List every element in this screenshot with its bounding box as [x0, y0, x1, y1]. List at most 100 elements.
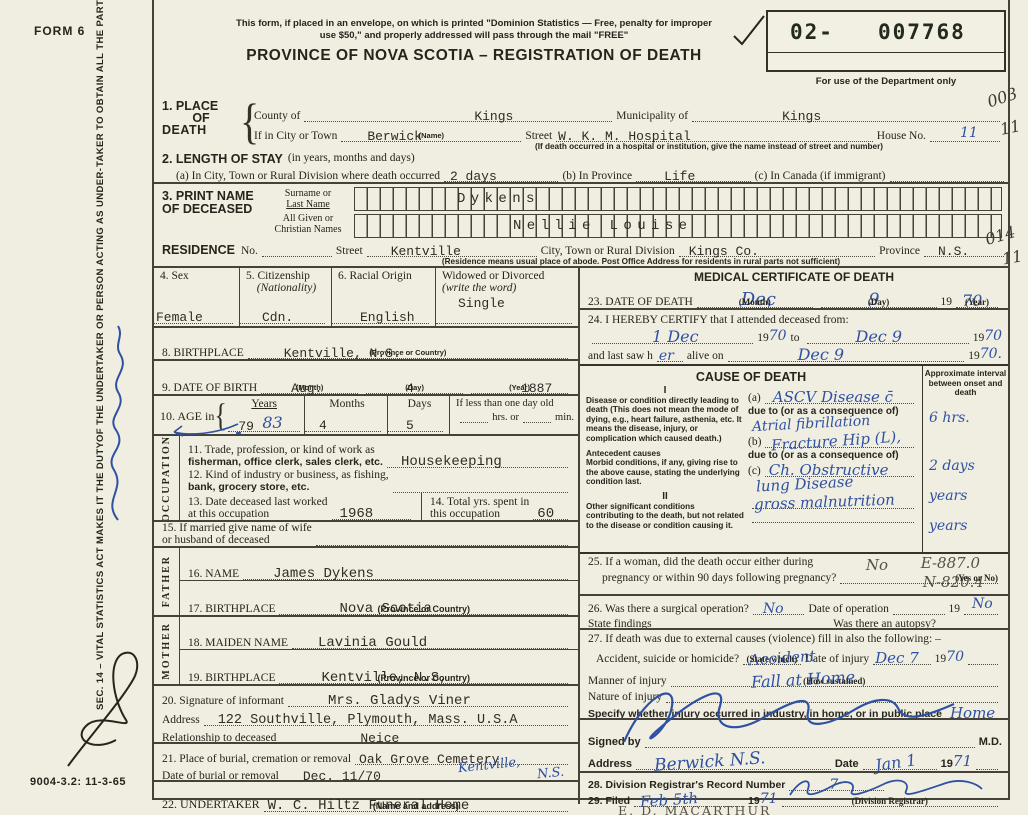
spouse-label1: 15. If married give name of wife — [162, 522, 312, 534]
dod-19: 19 — [940, 296, 953, 308]
birthplace-field: Kentville, N.S. (Province or Country) — [247, 345, 568, 361]
row-date-of-death: 23. DATE OF DEATH Dec (Month) 9 (Day) 19… — [580, 284, 1008, 310]
mother-block: MOTHER 18. MAIDEN NAME Lavinia Gould 19.… — [154, 615, 578, 686]
serial-number-box: 02- 007768 — [766, 10, 1006, 72]
dob-year-field: 1887 (Year) — [471, 380, 569, 396]
surname-grid: Dykens — [354, 187, 1002, 211]
dod-month: Dec — [740, 289, 776, 310]
row-date-of-birth: 9. DATE OF BIRTH Aug. (Month) 4 (Day) 18… — [154, 359, 578, 396]
form-title: PROVINCE OF NOVA SCOTIA – REGISTRATION O… — [246, 47, 702, 64]
physician-address-label: Address — [588, 758, 633, 770]
record-number-label: 28. Division Registrar's Record Number — [588, 779, 786, 791]
form-header: This form, if placed in an envelope, on … — [154, 0, 1008, 96]
informant-address-value: 122 Southville, Plymouth, Mass. U.S.A — [217, 713, 518, 728]
occupation-block: OCCUPATION 11. Trade, profession, or kin… — [154, 434, 578, 522]
residence-caption: (Residence means usual place of abode. P… — [441, 257, 841, 266]
ash-label: Accident, suicide or homicide? — [596, 653, 740, 665]
cod-antecedent-title: Antecedent causes — [586, 448, 661, 458]
father-block: FATHER 16. NAME James Dykens 17. BIRTHPL… — [154, 546, 578, 617]
row-burial: 21. Place of burial, cremation or remova… — [154, 742, 578, 784]
cod-interval-header: Approximate interval between onset and d… — [924, 369, 1007, 397]
occupation-rows: 11. Trade, profession, or kind of work a… — [180, 436, 578, 522]
citizenship-value: Cdn. — [262, 310, 294, 325]
dob-year-caption: (Year) — [509, 383, 530, 392]
pregnancy-label1: 25. If a woman, did the death occur eith… — [588, 556, 814, 568]
total-years-label2: this occupation — [430, 508, 500, 520]
manner-caption: (How sustained) — [803, 676, 866, 686]
residence-street-field: Kentville — [366, 243, 537, 259]
mother-vertical-label: MOTHER — [161, 621, 172, 680]
birthplace-value: Kentville, N.S. — [283, 346, 401, 361]
sex-field: Female — [154, 308, 233, 325]
racial-origin-value: English — [360, 310, 415, 325]
cod-other-line: gross malnutrition — [748, 491, 918, 513]
dob-label: 9. DATE OF BIRTH — [162, 382, 258, 394]
cod-descriptions: I Disease or condition directly leading … — [586, 386, 744, 530]
manner-label: Manner of injury — [588, 675, 667, 687]
racial-origin-cell: 6. Racial Origin English — [332, 268, 436, 326]
street-value: W. K. M. Hospital — [558, 129, 691, 144]
section-print-name: 3. PRINT NAME OF DECEASED Surname or Last… — [154, 182, 1008, 266]
serial-number: 007768 — [877, 20, 966, 44]
serial-prefix: 02- — [790, 20, 834, 44]
form-columns: 4. Sex Female 5. Citizenship (Nationalit… — [154, 266, 1008, 815]
operation-date-label: Date of operation — [808, 603, 889, 615]
cod-blank-field — [752, 509, 914, 523]
row-age: 10. AGE in { Years 79 83 — [154, 394, 578, 437]
county-label: County of — [254, 110, 301, 122]
dob-day-field: 4 (Day) — [366, 380, 464, 396]
age-label: 10. AGE in — [160, 408, 215, 423]
cod-a-label: (a) — [748, 392, 761, 404]
relationship-label: Relationship to deceased — [162, 732, 277, 744]
cod-c-interval: years — [929, 488, 968, 504]
trade-label1: 11. Trade, profession, or kind of work a… — [188, 444, 375, 456]
age-hrs-label: hrs. or — [492, 412, 520, 423]
occupation-strip: OCCUPATION — [154, 435, 180, 521]
row-father-name: 16. NAME James Dykens — [180, 548, 578, 582]
filed-year: 71 — [759, 791, 778, 807]
cod-dueto2: due to (or as a consequence of) — [748, 450, 899, 461]
undertaker-value: W. C. Hiltz Funeral Home — [267, 798, 470, 814]
burial-date-label: Date of burial or removal — [162, 770, 279, 782]
ash-caption: (State which) — [746, 654, 798, 664]
pregnancy-field: (Yes or No) — [840, 570, 998, 584]
stay-a-value: 2 days — [449, 169, 497, 184]
cod-line-a: (a) ASCV Disease c̄ — [748, 388, 918, 406]
attended-from-year: 70 — [768, 328, 787, 344]
informant-address-label: Address — [162, 714, 200, 726]
last-worked-value: 1968 — [339, 506, 374, 522]
registrar-signature-field: (Division Registrar) — [781, 779, 998, 807]
cod-desc2: Other significant conditions contributin… — [586, 501, 744, 530]
sex-label: 4. Sex — [160, 270, 189, 282]
residence-label: RESIDENCE — [162, 243, 235, 257]
cod-other-interval: years — [929, 518, 968, 534]
doi-label: Date of injury — [804, 653, 870, 665]
spouse-field — [315, 532, 568, 546]
doi-field: Dec 7 — [873, 649, 931, 667]
row-last-worked: 13. Date deceased last worked at this oc… — [180, 493, 578, 522]
place-of-death-fields: County of Kings Municipality of Kings If… — [254, 96, 1008, 152]
operation-field: No — [752, 601, 805, 617]
mother-strip: MOTHER — [154, 617, 180, 684]
municipality-value: Kings — [782, 109, 822, 124]
trade-label2: fisherman, office clerk, sales clerk, et… — [188, 456, 383, 468]
cod-c-value1: Ch. Obstructive — [768, 461, 889, 479]
row-trade: 11. Trade, profession, or kind of work a… — [180, 436, 578, 470]
total-years-label1: 14. Total yrs. spent in — [430, 496, 530, 508]
birthplace-caption: (Province or Country) — [369, 348, 447, 357]
informant-value: Mrs. Gladys Viner — [328, 693, 471, 709]
mother-maiden-value: Lavinia Gould — [317, 635, 428, 651]
citizenship-field: Cdn. — [240, 308, 325, 325]
mother-birthplace-label: 19. BIRTHPLACE — [188, 672, 276, 684]
row-registrar: 28. Division Registrar's Record Number 7… — [580, 771, 1008, 815]
birthplace-label: 8. BIRTHPLACE — [162, 347, 244, 359]
given-names-grid: Nellie Louise — [354, 214, 1002, 238]
marital-field: Single — [436, 296, 572, 324]
row-undertaker: 22. UNDERTAKER W. C. Hiltz Funeral Home … — [154, 780, 578, 814]
age-years-cell: Years 79 83 — [173, 398, 300, 437]
physician-address-field: Berwick N.S. — [636, 748, 831, 776]
signed-date-label: Date — [834, 758, 859, 770]
department-note: For use of the Department only — [815, 76, 957, 87]
father-birthplace-label: 17. BIRTHPLACE — [188, 603, 276, 615]
city-town-value: Berwick — [367, 129, 422, 144]
